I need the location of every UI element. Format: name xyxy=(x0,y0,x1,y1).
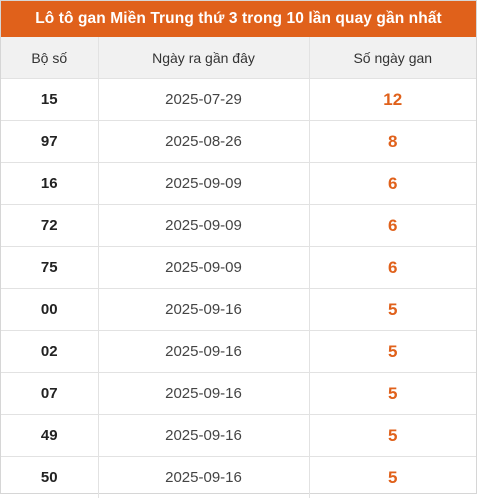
row-date: 2025-09-16 xyxy=(98,457,309,498)
lo-gan-table: Bộ số Ngày ra gần đây Số ngày gan 15 202… xyxy=(1,37,476,498)
table-header-row: Bộ số Ngày ra gần đây Số ngày gan xyxy=(1,37,476,79)
table-row: 02 2025-09-16 5 xyxy=(1,331,476,373)
row-days: 12 xyxy=(309,79,476,121)
row-number: 50 xyxy=(1,457,98,498)
row-days: 5 xyxy=(309,457,476,498)
row-date: 2025-09-09 xyxy=(98,163,309,205)
row-number: 16 xyxy=(1,163,98,205)
table-row: 49 2025-09-16 5 xyxy=(1,415,476,457)
row-number: 02 xyxy=(1,331,98,373)
row-days: 5 xyxy=(309,373,476,415)
header-bo-so: Bộ số xyxy=(1,37,98,79)
row-number: 07 xyxy=(1,373,98,415)
header-ngay-ra-gan-day: Ngày ra gần đây xyxy=(98,37,309,79)
row-number: 75 xyxy=(1,247,98,289)
header-so-ngay-gan: Số ngày gan xyxy=(309,37,476,79)
row-number: 72 xyxy=(1,205,98,247)
row-date: 2025-07-29 xyxy=(98,79,309,121)
row-days: 5 xyxy=(309,289,476,331)
row-date: 2025-09-09 xyxy=(98,205,309,247)
row-number: 49 xyxy=(1,415,98,457)
row-number: 00 xyxy=(1,289,98,331)
table-row: 00 2025-09-16 5 xyxy=(1,289,476,331)
table-title: Lô tô gan Miền Trung thứ 3 trong 10 lần … xyxy=(1,1,476,37)
table-row: 72 2025-09-09 6 xyxy=(1,205,476,247)
table-row: 15 2025-07-29 12 xyxy=(1,79,476,121)
row-days: 5 xyxy=(309,331,476,373)
table-row: 16 2025-09-09 6 xyxy=(1,163,476,205)
row-date: 2025-09-16 xyxy=(98,373,309,415)
row-days: 6 xyxy=(309,205,476,247)
row-date: 2025-09-09 xyxy=(98,247,309,289)
row-number: 15 xyxy=(1,79,98,121)
row-days: 6 xyxy=(309,247,476,289)
table-row: 97 2025-08-26 8 xyxy=(1,121,476,163)
row-days: 5 xyxy=(309,415,476,457)
row-number: 97 xyxy=(1,121,98,163)
row-days: 6 xyxy=(309,163,476,205)
row-date: 2025-09-16 xyxy=(98,331,309,373)
row-date: 2025-09-16 xyxy=(98,289,309,331)
row-date: 2025-08-26 xyxy=(98,121,309,163)
table-row: 07 2025-09-16 5 xyxy=(1,373,476,415)
row-days: 8 xyxy=(309,121,476,163)
table-row: 75 2025-09-09 6 xyxy=(1,247,476,289)
table-row: 50 2025-09-16 5 xyxy=(1,457,476,498)
row-date: 2025-09-16 xyxy=(98,415,309,457)
